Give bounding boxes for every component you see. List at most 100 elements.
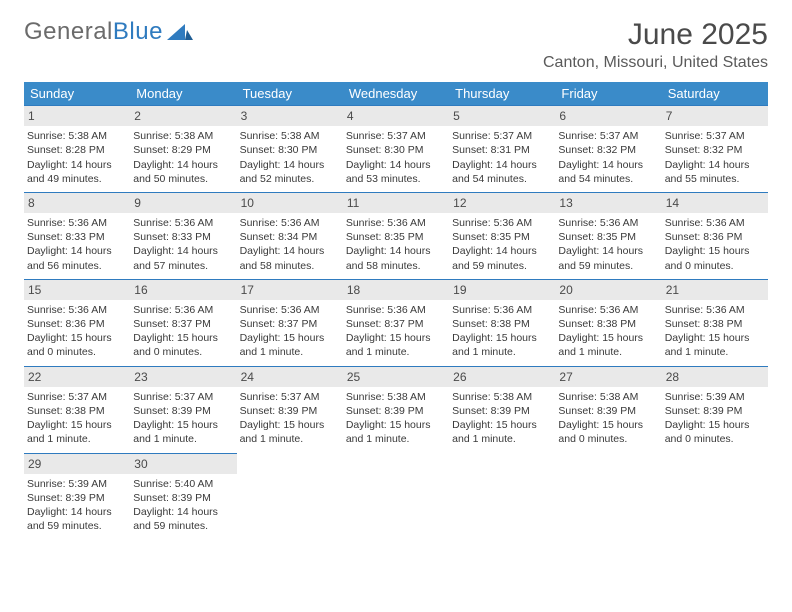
sunrise-text: Sunrise: 5:36 AM bbox=[346, 216, 446, 230]
day-cell: 7Sunrise: 5:37 AMSunset: 8:32 PMDaylight… bbox=[662, 105, 768, 192]
sunrise-text: Sunrise: 5:37 AM bbox=[452, 129, 552, 143]
day-number: 11 bbox=[343, 192, 449, 213]
daylight-line1: Daylight: 15 hours bbox=[346, 331, 446, 345]
day-number: 23 bbox=[130, 366, 236, 387]
sunset-text: Sunset: 8:30 PM bbox=[240, 143, 340, 157]
daylight-line1: Daylight: 15 hours bbox=[240, 331, 340, 345]
page: GeneralBlue June 2025 Canton, Missouri, … bbox=[0, 0, 792, 539]
day-number: 8 bbox=[24, 192, 130, 213]
sunrise-text: Sunrise: 5:36 AM bbox=[27, 303, 127, 317]
sunset-text: Sunset: 8:35 PM bbox=[452, 230, 552, 244]
day-cell: 4Sunrise: 5:37 AMSunset: 8:30 PMDaylight… bbox=[343, 105, 449, 192]
sunset-text: Sunset: 8:39 PM bbox=[452, 404, 552, 418]
daylight-line2: and 1 minute. bbox=[133, 432, 233, 446]
daylight-line2: and 1 minute. bbox=[346, 432, 446, 446]
day-number: 22 bbox=[24, 366, 130, 387]
sunset-text: Sunset: 8:38 PM bbox=[27, 404, 127, 418]
day-number: 6 bbox=[555, 105, 661, 126]
day-cell: 11Sunrise: 5:36 AMSunset: 8:35 PMDayligh… bbox=[343, 192, 449, 279]
sunset-text: Sunset: 8:33 PM bbox=[133, 230, 233, 244]
daylight-line2: and 58 minutes. bbox=[240, 259, 340, 273]
sunset-text: Sunset: 8:32 PM bbox=[558, 143, 658, 157]
sunset-text: Sunset: 8:39 PM bbox=[133, 491, 233, 505]
day-cell: 19Sunrise: 5:36 AMSunset: 8:38 PMDayligh… bbox=[449, 279, 555, 366]
sunrise-text: Sunrise: 5:38 AM bbox=[27, 129, 127, 143]
day-number: 4 bbox=[343, 105, 449, 126]
daylight-line1: Daylight: 15 hours bbox=[665, 244, 765, 258]
daylight-line2: and 59 minutes. bbox=[133, 519, 233, 533]
sunset-text: Sunset: 8:31 PM bbox=[452, 143, 552, 157]
daylight-line2: and 1 minute. bbox=[452, 345, 552, 359]
sunrise-text: Sunrise: 5:38 AM bbox=[346, 390, 446, 404]
sunrise-text: Sunrise: 5:40 AM bbox=[133, 477, 233, 491]
day-number: 28 bbox=[662, 366, 768, 387]
daylight-line2: and 52 minutes. bbox=[240, 172, 340, 186]
logo-sail-icon bbox=[167, 22, 193, 42]
sunset-text: Sunset: 8:36 PM bbox=[27, 317, 127, 331]
daylight-line1: Daylight: 14 hours bbox=[133, 505, 233, 519]
calendar-grid: SundayMondayTuesdayWednesdayThursdayFrid… bbox=[24, 82, 768, 539]
sunset-text: Sunset: 8:35 PM bbox=[346, 230, 446, 244]
daylight-line2: and 54 minutes. bbox=[452, 172, 552, 186]
day-cell: 29Sunrise: 5:39 AMSunset: 8:39 PMDayligh… bbox=[24, 453, 130, 540]
daylight-line2: and 0 minutes. bbox=[558, 432, 658, 446]
sunset-text: Sunset: 8:32 PM bbox=[665, 143, 765, 157]
weekday-header: Monday bbox=[130, 82, 236, 105]
sunset-text: Sunset: 8:33 PM bbox=[27, 230, 127, 244]
daylight-line2: and 1 minute. bbox=[240, 345, 340, 359]
logo-text-2: Blue bbox=[113, 18, 163, 46]
sunset-text: Sunset: 8:39 PM bbox=[27, 491, 127, 505]
sunrise-text: Sunrise: 5:36 AM bbox=[452, 216, 552, 230]
sunrise-text: Sunrise: 5:36 AM bbox=[133, 303, 233, 317]
daylight-line2: and 1 minute. bbox=[452, 432, 552, 446]
day-cell: 15Sunrise: 5:36 AMSunset: 8:36 PMDayligh… bbox=[24, 279, 130, 366]
day-cell: 2Sunrise: 5:38 AMSunset: 8:29 PMDaylight… bbox=[130, 105, 236, 192]
day-number: 15 bbox=[24, 279, 130, 300]
daylight-line1: Daylight: 14 hours bbox=[665, 158, 765, 172]
sunset-text: Sunset: 8:38 PM bbox=[665, 317, 765, 331]
day-number: 13 bbox=[555, 192, 661, 213]
sunset-text: Sunset: 8:39 PM bbox=[240, 404, 340, 418]
sunrise-text: Sunrise: 5:36 AM bbox=[346, 303, 446, 317]
day-cell: 1Sunrise: 5:38 AMSunset: 8:28 PMDaylight… bbox=[24, 105, 130, 192]
daylight-line2: and 1 minute. bbox=[240, 432, 340, 446]
day-number: 25 bbox=[343, 366, 449, 387]
day-cell: 14Sunrise: 5:36 AMSunset: 8:36 PMDayligh… bbox=[662, 192, 768, 279]
daylight-line2: and 1 minute. bbox=[558, 345, 658, 359]
day-number: 14 bbox=[662, 192, 768, 213]
daylight-line2: and 0 minutes. bbox=[665, 259, 765, 273]
day-number: 5 bbox=[449, 105, 555, 126]
daylight-line1: Daylight: 15 hours bbox=[133, 418, 233, 432]
daylight-line2: and 1 minute. bbox=[27, 432, 127, 446]
daylight-line1: Daylight: 14 hours bbox=[240, 244, 340, 258]
day-number: 10 bbox=[237, 192, 343, 213]
weekday-header: Sunday bbox=[24, 82, 130, 105]
day-number: 18 bbox=[343, 279, 449, 300]
day-cell: 18Sunrise: 5:36 AMSunset: 8:37 PMDayligh… bbox=[343, 279, 449, 366]
logo-text-1: General bbox=[24, 18, 113, 46]
weekday-header: Saturday bbox=[662, 82, 768, 105]
sunset-text: Sunset: 8:30 PM bbox=[346, 143, 446, 157]
daylight-line1: Daylight: 15 hours bbox=[665, 331, 765, 345]
daylight-line2: and 50 minutes. bbox=[133, 172, 233, 186]
daylight-line2: and 0 minutes. bbox=[665, 432, 765, 446]
sunrise-text: Sunrise: 5:36 AM bbox=[133, 216, 233, 230]
day-number: 2 bbox=[130, 105, 236, 126]
daylight-line2: and 0 minutes. bbox=[133, 345, 233, 359]
sunrise-text: Sunrise: 5:39 AM bbox=[665, 390, 765, 404]
location-text: Canton, Missouri, United States bbox=[543, 54, 768, 72]
daylight-line1: Daylight: 14 hours bbox=[452, 158, 552, 172]
day-number: 26 bbox=[449, 366, 555, 387]
daylight-line1: Daylight: 14 hours bbox=[558, 244, 658, 258]
day-number: 3 bbox=[237, 105, 343, 126]
day-number: 9 bbox=[130, 192, 236, 213]
sunrise-text: Sunrise: 5:37 AM bbox=[665, 129, 765, 143]
daylight-line1: Daylight: 15 hours bbox=[558, 418, 658, 432]
daylight-line1: Daylight: 15 hours bbox=[27, 418, 127, 432]
sunset-text: Sunset: 8:39 PM bbox=[133, 404, 233, 418]
sunrise-text: Sunrise: 5:37 AM bbox=[346, 129, 446, 143]
sunset-text: Sunset: 8:39 PM bbox=[558, 404, 658, 418]
sunset-text: Sunset: 8:37 PM bbox=[133, 317, 233, 331]
day-cell: 30Sunrise: 5:40 AMSunset: 8:39 PMDayligh… bbox=[130, 453, 236, 540]
sunrise-text: Sunrise: 5:37 AM bbox=[27, 390, 127, 404]
